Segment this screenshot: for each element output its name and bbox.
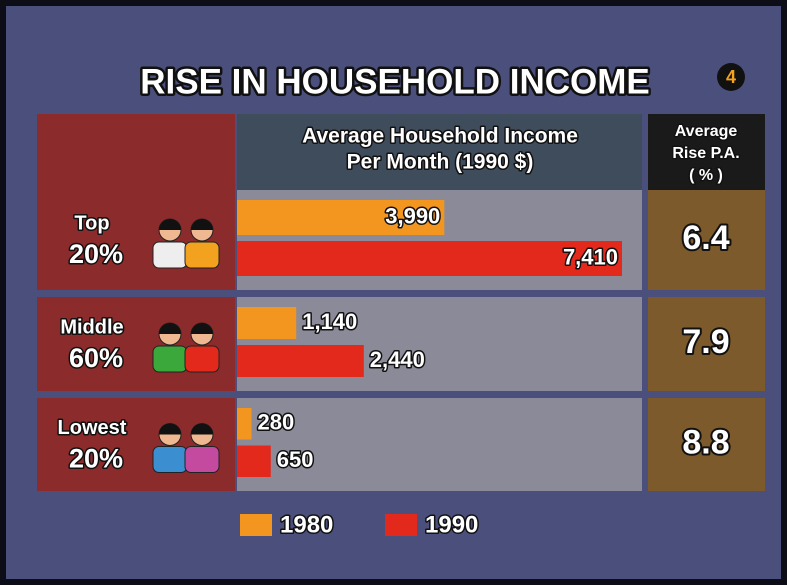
bar — [237, 307, 297, 339]
person-hair — [159, 323, 181, 334]
value-label: 2,440 — [370, 347, 425, 372]
rise-value: 6.4 — [682, 219, 729, 257]
rise-value: 7.9 — [682, 323, 729, 361]
bar — [237, 345, 364, 377]
person-hair — [159, 423, 181, 435]
value-label: 650 — [277, 447, 314, 472]
category-label: Lowest — [58, 417, 127, 439]
person-hair — [191, 219, 213, 230]
header-left — [37, 114, 235, 190]
bar — [237, 445, 271, 477]
legend-swatch — [240, 514, 272, 536]
header-middle — [237, 114, 642, 190]
bar — [237, 408, 252, 440]
chart-title: RISE IN HOUSEHOLD INCOME — [140, 62, 649, 101]
category-share: 20% — [69, 239, 123, 269]
row-rise-cell — [648, 297, 765, 391]
value-label: 7,410 — [563, 244, 618, 269]
person-hair — [191, 423, 213, 435]
category-label: Middle — [60, 316, 123, 338]
category-label: Top — [74, 212, 109, 234]
rise-header: Rise P.A. — [672, 145, 739, 162]
value-label: 280 — [258, 410, 295, 435]
value-label: 1,140 — [302, 309, 357, 334]
rise-header: ( % ) — [689, 167, 723, 184]
row-bar-cell — [237, 398, 642, 491]
badge-number: 4 — [726, 67, 736, 87]
row-rise-cell — [648, 398, 765, 491]
person-body — [152, 446, 188, 473]
person-hair — [159, 219, 181, 230]
legend-label: 1990 — [425, 511, 478, 538]
person-body — [152, 345, 188, 373]
value-header: Average Household Income — [302, 125, 578, 148]
category-share: 20% — [69, 444, 123, 474]
row-rise-cell — [648, 190, 765, 290]
badge — [717, 63, 745, 91]
person-body — [184, 345, 220, 373]
person-body — [152, 241, 188, 269]
bar — [237, 200, 445, 235]
header-right — [648, 114, 765, 190]
legend-label: 1980 — [280, 511, 333, 538]
person-hair — [191, 323, 213, 334]
person-body — [184, 446, 220, 473]
value-header: Per Month (1990 $) — [347, 151, 534, 174]
rise-value: 8.8 — [682, 423, 729, 461]
person-body — [184, 241, 220, 269]
category-share: 60% — [69, 343, 123, 373]
rise-header: Average — [675, 123, 738, 140]
legend-swatch — [385, 514, 417, 536]
value-label: 3,990 — [385, 203, 440, 228]
bar — [237, 241, 622, 276]
